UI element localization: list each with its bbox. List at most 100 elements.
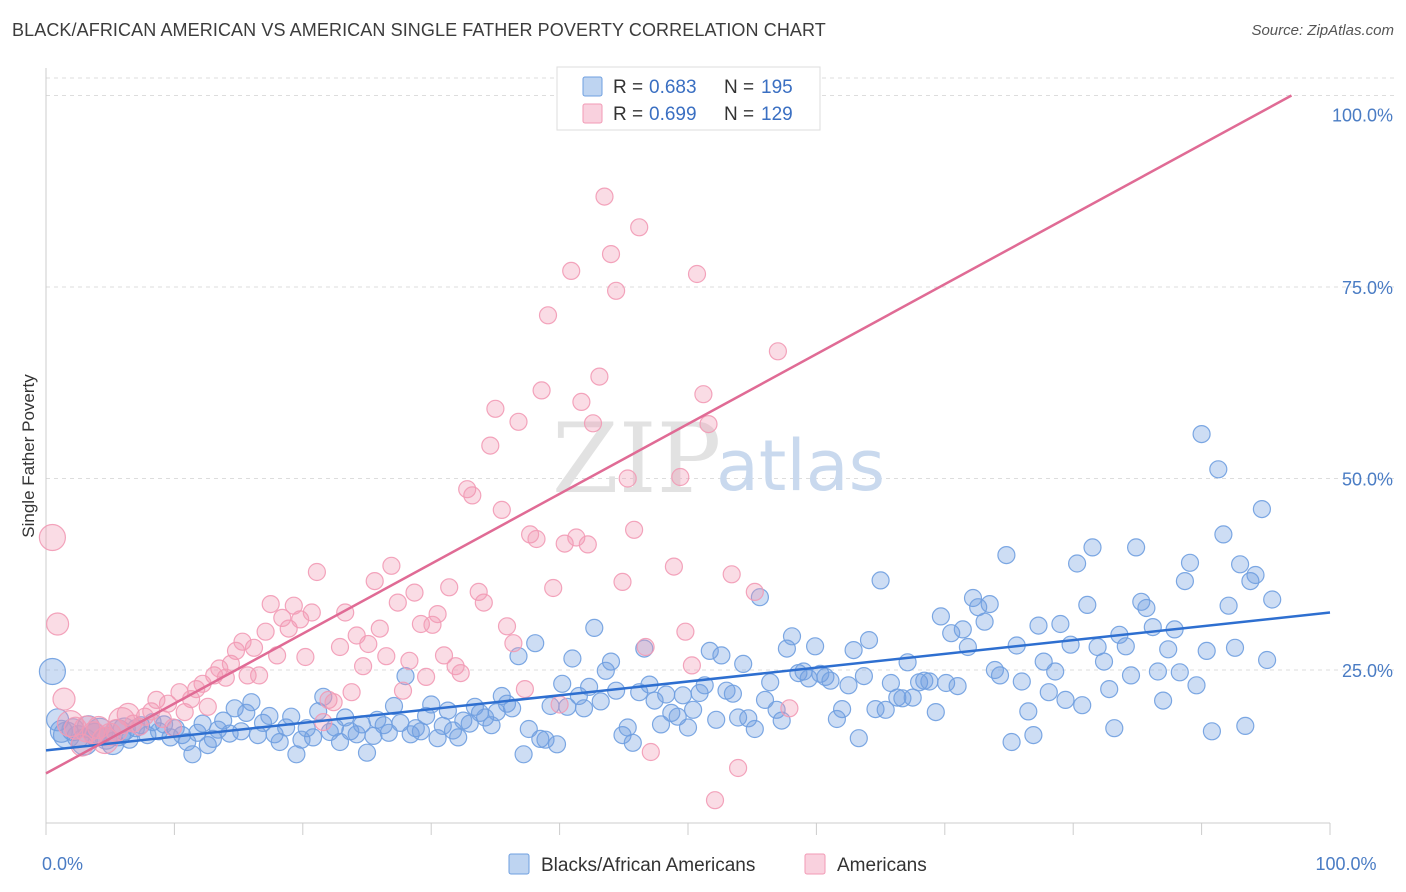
blacks-point-154 — [888, 688, 907, 707]
americans-point-113 — [694, 385, 713, 404]
y-tick-label-3: 100.0% — [1332, 106, 1393, 126]
y-tick-label-1: 50.0% — [1342, 470, 1393, 490]
blacks-point-166 — [953, 620, 972, 639]
americans-point-122 — [745, 582, 764, 602]
blacks-point-164 — [942, 624, 961, 643]
blacks-point-198 — [1126, 538, 1146, 557]
legend-n-label-1: N = — [724, 104, 754, 125]
blacks-point-196 — [1116, 637, 1135, 656]
blacks-point-175 — [1002, 732, 1021, 752]
blacks-point-116 — [678, 718, 698, 737]
blacks-point-47 — [304, 728, 323, 747]
americans-point-68 — [434, 646, 454, 665]
americans-point-56 — [365, 571, 384, 591]
blacks-point-189 — [1078, 595, 1097, 615]
americans-point-18 — [147, 690, 166, 710]
blacks-point-135 — [782, 627, 802, 646]
blacks-point-149 — [859, 630, 879, 650]
blacks-point-200 — [1137, 598, 1156, 618]
blacks-point-126 — [734, 654, 753, 674]
americans-point-62 — [400, 651, 419, 670]
bottom-legend-swatch-1 — [804, 853, 826, 875]
americans-point-10 — [98, 722, 122, 746]
americans-point-29 — [210, 659, 229, 678]
americans-point-37 — [256, 622, 275, 641]
chart-source: Source: ZipAtlas.com — [1251, 22, 1394, 39]
americans-point-76 — [481, 436, 500, 455]
blacks-point-66 — [406, 719, 425, 738]
blacks-point-178 — [1019, 702, 1038, 721]
americans-point-93 — [578, 535, 597, 554]
blacks-point-222 — [1257, 650, 1277, 670]
axes: 0.0% 100.0% 25.0% 50.0% 75.0% 100.0% — [42, 68, 1393, 874]
blacks-point-194 — [1105, 719, 1124, 738]
bottom-legend-label-1: Americans — [837, 855, 927, 876]
americans-point-43 — [291, 610, 310, 629]
americans-point-112 — [687, 264, 707, 284]
americans-point-89 — [555, 534, 574, 553]
blacks-point-160 — [920, 672, 939, 691]
blacks-point-87 — [519, 719, 538, 739]
americans-point-59 — [382, 556, 401, 575]
americans-point-75 — [474, 593, 493, 612]
americans-trend-line — [45, 94, 1293, 775]
blacks-point-57 — [357, 743, 377, 762]
legend-n-value-1: 129 — [761, 104, 793, 125]
blacks-point-193 — [1100, 679, 1119, 699]
americans-point-126 — [768, 342, 788, 361]
blacks-point-72 — [438, 701, 457, 720]
blacks-point-74 — [449, 728, 468, 747]
series-americans-points — [38, 86, 806, 810]
blacks-point-45 — [292, 730, 311, 749]
blacks-point-181 — [1034, 652, 1053, 671]
americans-point-119 — [728, 758, 748, 778]
blacks-point-148 — [854, 666, 874, 686]
blacks-point-183 — [1046, 662, 1065, 681]
americans-point-99 — [613, 572, 632, 592]
blacks-point-173 — [990, 666, 1010, 685]
blacks-point-218 — [1236, 716, 1255, 736]
americans-point-128 — [780, 699, 799, 718]
blacks-point-202 — [1148, 662, 1168, 681]
legend-r-label-0: R = — [613, 77, 643, 98]
blacks-point-215 — [1219, 596, 1238, 615]
x-tick-label-1: 100.0% — [1315, 854, 1376, 874]
americans-point-55 — [359, 634, 378, 654]
blacks-point-62 — [384, 696, 404, 716]
y-tick-label-2: 75.0% — [1342, 278, 1393, 298]
y-tick-label-0: 25.0% — [1342, 661, 1393, 681]
blacks-point-204 — [1159, 640, 1178, 659]
blacks-point-33 — [225, 699, 244, 718]
americans-point-66 — [423, 615, 442, 634]
americans-point-77 — [486, 399, 505, 418]
americans-point-49 — [324, 693, 343, 712]
blacks-point-68 — [417, 706, 436, 726]
americans-point-65 — [417, 667, 436, 687]
blacks-point-130 — [755, 690, 775, 710]
blacks-point-161 — [926, 702, 945, 722]
trend-lines — [45, 94, 1331, 775]
blacks-point-35 — [237, 703, 256, 723]
blacks-point-188 — [1073, 696, 1092, 715]
blacks-point-106 — [623, 733, 642, 752]
americans-point-101 — [624, 520, 644, 539]
blacks-point-36 — [242, 693, 261, 712]
blacks-point-184 — [1051, 614, 1070, 634]
blacks-point-187 — [1067, 554, 1087, 573]
legend-n-value-0: 195 — [761, 77, 793, 98]
blacks-point-124 — [723, 684, 743, 703]
top-legend: R = 0.683 N = 195 R = 0.699 N = 129 — [556, 66, 821, 131]
blacks-point-145 — [839, 676, 858, 695]
blacks-point-216 — [1225, 638, 1245, 657]
americans-point-94 — [583, 414, 603, 433]
blacks-point-102 — [601, 652, 621, 671]
blacks-point-105 — [618, 718, 637, 737]
blacks-point-212 — [1202, 722, 1222, 741]
americans-point-63 — [405, 583, 424, 602]
blacks-point-159 — [915, 671, 934, 690]
blacks-point-29 — [203, 729, 222, 749]
blacks-point-172 — [985, 660, 1005, 680]
blacks-point-122 — [712, 646, 731, 665]
americans-point-67 — [428, 604, 447, 624]
